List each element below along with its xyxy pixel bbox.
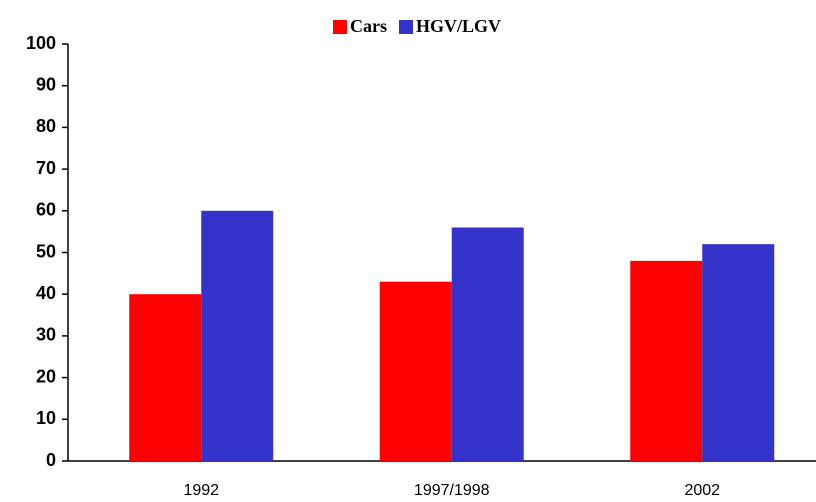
y-tick-label: 10 [36, 408, 56, 428]
y-tick-label: 60 [36, 200, 56, 220]
legend-swatch [333, 20, 347, 34]
legend-label: HGV/LGV [416, 16, 501, 36]
y-tick-label: 0 [46, 450, 56, 470]
x-tick-label: 2002 [684, 482, 720, 499]
x-tick-label: 1997/1998 [414, 482, 490, 499]
legend-swatch [399, 20, 413, 34]
y-tick-label: 70 [36, 158, 56, 178]
y-tick-label: 40 [36, 283, 56, 303]
y-tick-label: 30 [36, 325, 56, 345]
y-tick-label: 100 [26, 33, 56, 53]
y-tick-label: 20 [36, 366, 56, 386]
bar [702, 244, 775, 461]
y-tick-label: 50 [36, 241, 56, 261]
bar [201, 210, 274, 461]
bar [630, 260, 703, 461]
y-tick-label: 80 [36, 116, 56, 136]
bar [451, 227, 524, 461]
bar [379, 281, 452, 461]
legend-label: Cars [350, 16, 387, 36]
y-tick-label: 90 [36, 74, 56, 94]
bar [129, 294, 202, 461]
x-tick-label: 1992 [183, 482, 219, 499]
